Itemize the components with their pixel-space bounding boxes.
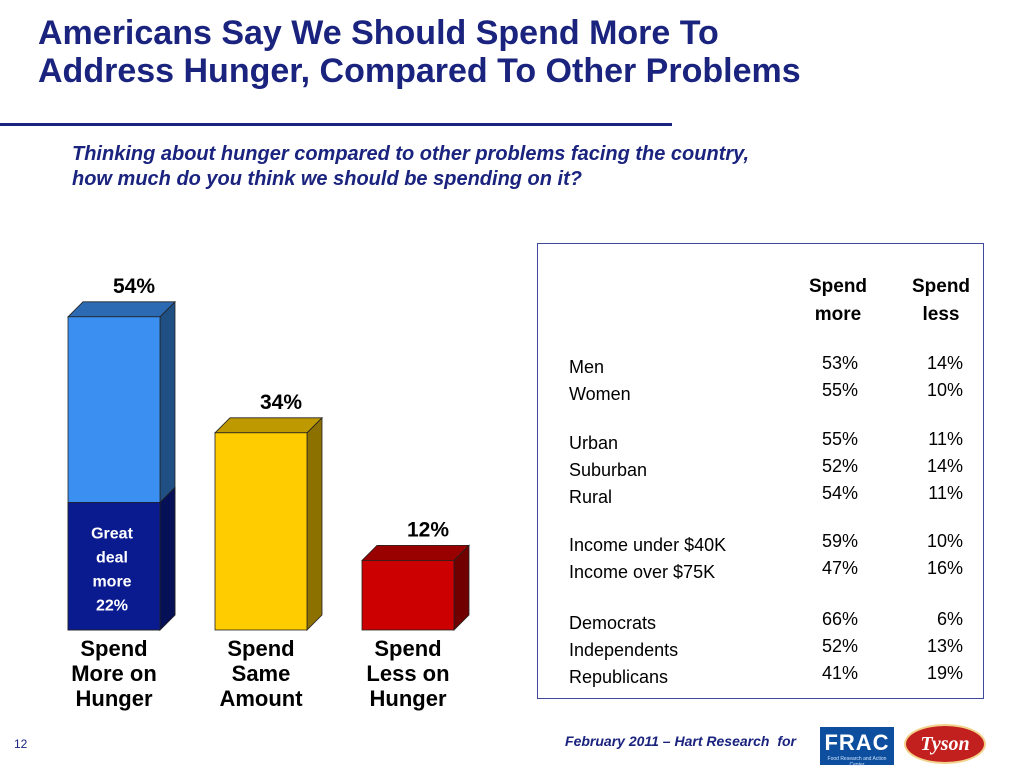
table-row-spend-less: 14% xyxy=(926,456,963,476)
survey-question-line1: Thinking about hunger compared to other … xyxy=(72,143,750,165)
survey-question-line2: how much do you think we should be spend… xyxy=(72,168,582,190)
table-row-spend-more: 66% xyxy=(821,609,858,629)
table-row-label: Suburban xyxy=(569,460,648,480)
table-header-col0-line1: more xyxy=(814,304,862,325)
table-row-label: Democrats xyxy=(569,613,657,633)
table-row-spend-less: 16% xyxy=(926,558,963,578)
sub-segment-label-line2: more xyxy=(92,573,131,590)
slide-title-line1: Americans Say We Should Spend More To xyxy=(38,14,719,52)
table-row-spend-more: 55% xyxy=(821,429,858,449)
table-row-spend-less: 10% xyxy=(926,380,963,400)
table-row-label: Urban xyxy=(569,433,619,453)
table-row-label: Rural xyxy=(569,487,613,507)
slide-title: Americans Say We Should Spend More To Ad… xyxy=(38,14,998,90)
table-row-spend-more: 41% xyxy=(821,663,858,683)
footer-credit: February 2011 – Hart Research for xyxy=(500,733,796,749)
table-row-spend-less: 13% xyxy=(926,636,963,656)
frac-logo-subtext: Food Research and Action Center xyxy=(827,756,887,768)
table-row-label: Women xyxy=(569,384,631,404)
bar-0-category-label-line0: Spend xyxy=(80,636,147,661)
bar-0-category-label-line1: More on xyxy=(71,661,157,686)
table-header-col1-line0: Spend xyxy=(911,276,971,297)
bar-2-category-label-line2: Hunger xyxy=(370,686,447,711)
bar-1-category-label-line2: Amount xyxy=(219,686,303,711)
bar-2-category-label-line0: Spend xyxy=(374,636,441,661)
tyson-logo-text: Tyson xyxy=(920,733,970,755)
table-row-label: Income under $40K xyxy=(569,535,727,555)
demographics-table xyxy=(537,243,984,699)
sub-segment-label-line0: Great xyxy=(91,525,133,542)
tyson-logo: Tyson xyxy=(904,724,986,764)
bar-0-value-label: 54% xyxy=(113,275,155,298)
sub-segment-front xyxy=(67,501,161,631)
bar-2-front xyxy=(361,560,455,631)
footer-credit-for: for xyxy=(777,733,796,749)
table-row-spend-more: 52% xyxy=(821,636,858,656)
bar-1-top xyxy=(214,417,323,434)
table-row-spend-more: 47% xyxy=(821,558,858,578)
table-row-spend-more: 54% xyxy=(821,483,858,503)
table-row-label: Independents xyxy=(569,640,679,660)
sub-segment-side xyxy=(159,486,176,631)
bar-2-category-label-line1: Less on xyxy=(366,661,449,686)
table-row-spend-more: 53% xyxy=(821,353,858,373)
frac-logo-text: FRAC xyxy=(824,730,890,755)
survey-question: Thinking about hunger compared to other … xyxy=(72,142,992,192)
bar-2-top xyxy=(361,545,470,561)
footer-credit-text: February 2011 – Hart Research xyxy=(565,733,770,749)
bar-1-category-label-line0: Spend xyxy=(227,636,294,661)
table-row-spend-more: 59% xyxy=(821,531,858,551)
table-row-label: Republicans xyxy=(569,667,669,687)
table-row-spend-more: 55% xyxy=(821,380,858,400)
table-header-col1-line1: less xyxy=(922,304,960,325)
bar-0-top xyxy=(67,301,176,318)
sub-segment-label-line1: deal xyxy=(96,549,128,566)
frac-logo: FRAC Food Research and Action Center xyxy=(820,727,894,768)
table-header-col0-line0: Spend xyxy=(808,276,868,297)
bar-2-value-label: 12% xyxy=(407,518,449,541)
bar-1-category-label-line1: Same xyxy=(232,661,291,686)
bar-1-front xyxy=(214,432,308,631)
bar-0-category-label-line2: Hunger xyxy=(76,686,153,711)
table-row-spend-less: 11% xyxy=(928,429,963,449)
bar-1-side xyxy=(306,416,323,631)
table-row-label: Income over $75K xyxy=(569,562,716,582)
table-row-spend-more: 52% xyxy=(821,456,858,476)
table-row-spend-less: 10% xyxy=(926,531,963,551)
sub-segment-label-line3: 22% xyxy=(96,597,128,614)
bar-1-value-label: 34% xyxy=(260,391,302,414)
slide-title-line2: Address Hunger, Compared To Other Proble… xyxy=(38,52,801,90)
table-row-spend-less: 11% xyxy=(928,483,963,503)
table-row-label: Men xyxy=(569,357,605,377)
page-number: 12 xyxy=(14,737,28,751)
table-row-spend-less: 19% xyxy=(926,663,963,683)
table-row-spend-less: 14% xyxy=(926,353,963,373)
table-row-spend-less: 6% xyxy=(936,609,963,629)
title-divider xyxy=(0,123,672,126)
